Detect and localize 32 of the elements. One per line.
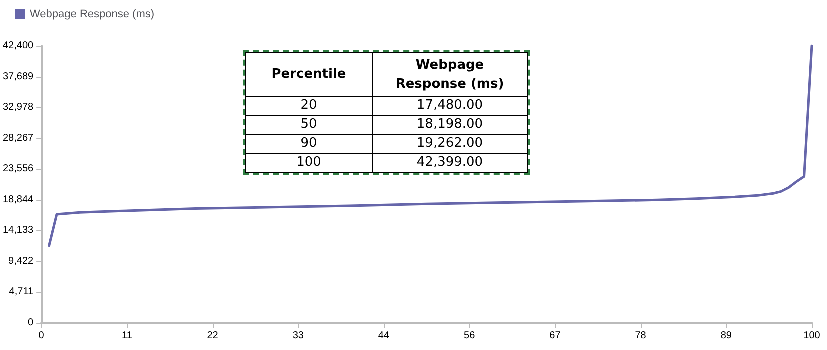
annotation: Webpage Response (ms) (372, 52, 528, 96)
y-tick-label: 37,689 (2, 71, 34, 82)
annotation: 20 (246, 96, 372, 116)
x-tick-label: 78 (635, 330, 647, 342)
x-tick-label: 33 (292, 330, 304, 342)
y-tick-label: 4,711 (9, 286, 34, 298)
y-tick-label: 18,844 (2, 194, 34, 206)
annotation: 42,399.00 (372, 154, 528, 172)
annotation: 50 (246, 116, 372, 134)
annotation: 18,198.00 (372, 116, 528, 134)
x-tick-label: 100 (804, 330, 821, 342)
x-tick-label: 22 (207, 330, 219, 342)
y-tick-label: 0 (28, 318, 34, 328)
y-tick-label: 23,556 (2, 164, 34, 175)
annotation: 90 (246, 134, 372, 154)
annotation: 17,480.00 (372, 96, 528, 116)
x-tick-label: 67 (550, 330, 562, 342)
annotation: Percentile (246, 52, 372, 96)
y-tick-label: 14,133 (2, 225, 34, 236)
y-tick-label: 32,978 (2, 102, 34, 114)
x-tick-label: 44 (378, 330, 390, 342)
y-tick-label: 9,422 (8, 256, 34, 267)
x-tick-label: 56 (464, 330, 476, 342)
y-tick-label: 28,267 (2, 132, 34, 144)
x-tick-label: 11 (122, 330, 133, 342)
annotation: 19,262.00 (372, 134, 528, 154)
line-series (48, 44, 814, 248)
legend-label: Webpage Response (ms) (30, 8, 155, 20)
x-tick-label: 89 (720, 330, 732, 342)
annotation: 100 (246, 154, 372, 172)
x-tick-label: 0 (38, 330, 45, 342)
y-tick-label: 42,400 (2, 40, 34, 52)
